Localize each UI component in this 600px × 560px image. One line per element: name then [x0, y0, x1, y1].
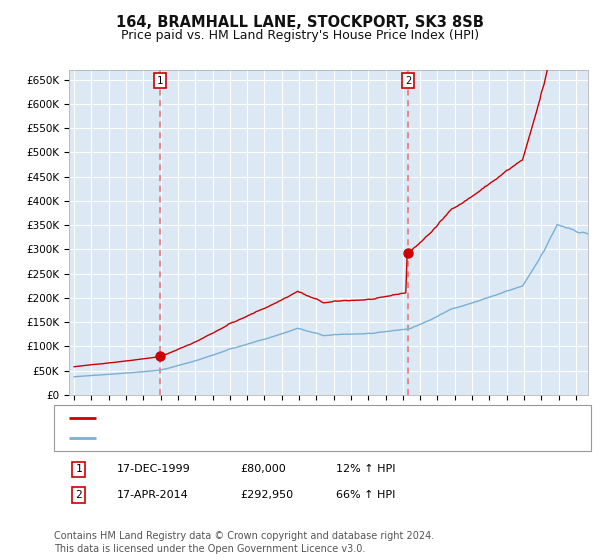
Text: 1: 1 — [75, 464, 82, 474]
Text: 164, BRAMHALL LANE, STOCKPORT, SK3 8SB: 164, BRAMHALL LANE, STOCKPORT, SK3 8SB — [116, 15, 484, 30]
Text: 17-DEC-1999: 17-DEC-1999 — [117, 464, 191, 474]
Text: 2: 2 — [405, 76, 411, 86]
Text: 12% ↑ HPI: 12% ↑ HPI — [336, 464, 395, 474]
Text: 164, BRAMHALL LANE, STOCKPORT, SK3 8SB (semi-detached house): 164, BRAMHALL LANE, STOCKPORT, SK3 8SB (… — [103, 413, 485, 423]
Text: 66% ↑ HPI: 66% ↑ HPI — [336, 490, 395, 500]
Text: 1: 1 — [157, 76, 163, 86]
Text: 17-APR-2014: 17-APR-2014 — [117, 490, 189, 500]
Text: £80,000: £80,000 — [240, 464, 286, 474]
Text: 2: 2 — [75, 490, 82, 500]
Text: Contains HM Land Registry data © Crown copyright and database right 2024.
This d: Contains HM Land Registry data © Crown c… — [54, 531, 434, 554]
Text: £292,950: £292,950 — [240, 490, 293, 500]
Text: Price paid vs. HM Land Registry's House Price Index (HPI): Price paid vs. HM Land Registry's House … — [121, 29, 479, 42]
Text: HPI: Average price, semi-detached house, Stockport: HPI: Average price, semi-detached house,… — [103, 433, 394, 443]
